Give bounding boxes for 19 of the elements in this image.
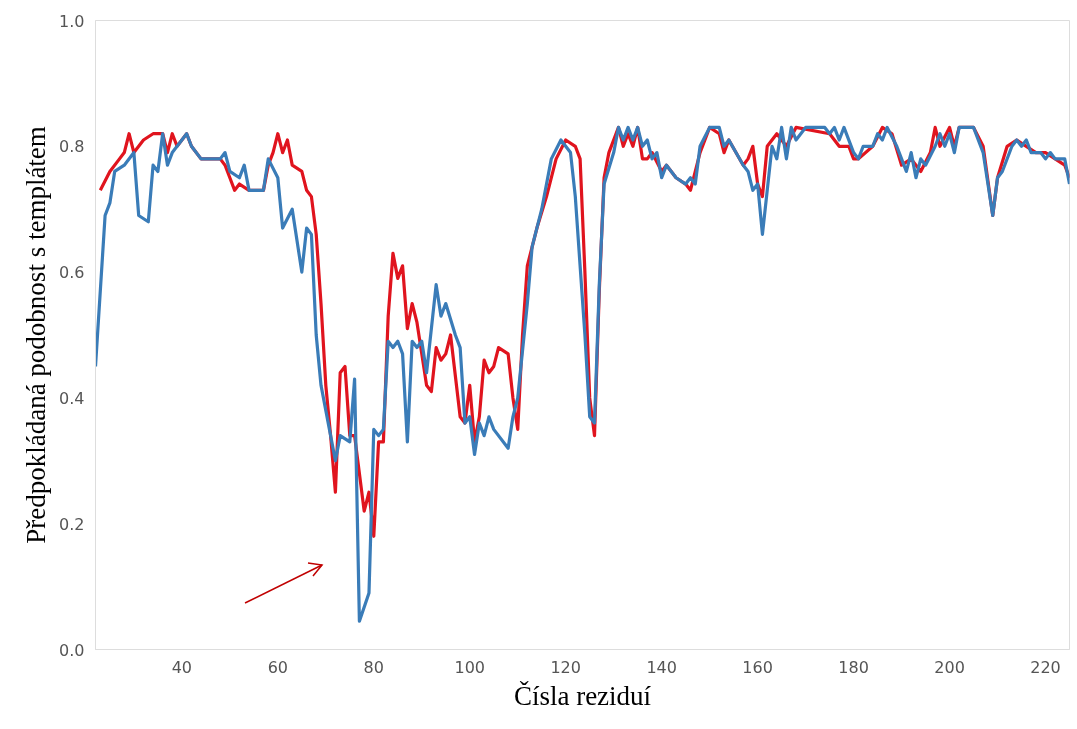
x-tick-label: 60 (267, 657, 288, 677)
x-tick-label: 160 (742, 657, 773, 677)
x-tick-label: 220 (1030, 657, 1061, 677)
x-tick-label: 180 (838, 657, 869, 677)
x-tick-label: 140 (646, 657, 677, 677)
x-tick-label: 200 (934, 657, 965, 677)
x-tick-label: 40 (171, 657, 193, 677)
x-tick-label: 80 (363, 657, 384, 677)
y-tick-label: 0.4 (59, 388, 85, 408)
y-tick-label: 1.0 (59, 11, 85, 31)
y-axis-title: Předpokládaná podobnost s templátem (21, 126, 52, 544)
x-tick-label: 100 (454, 657, 486, 677)
line-series (95, 125, 1070, 623)
y-tick-label: 0.6 (59, 263, 85, 283)
y-tick-label: 0.0 (59, 640, 85, 660)
y-tick-label: 0.8 (59, 137, 85, 157)
y-tick-label: 0.2 (59, 514, 85, 534)
x-tick-label: 120 (550, 657, 581, 677)
x-axis-title: Čísla reziduí (513, 680, 652, 711)
